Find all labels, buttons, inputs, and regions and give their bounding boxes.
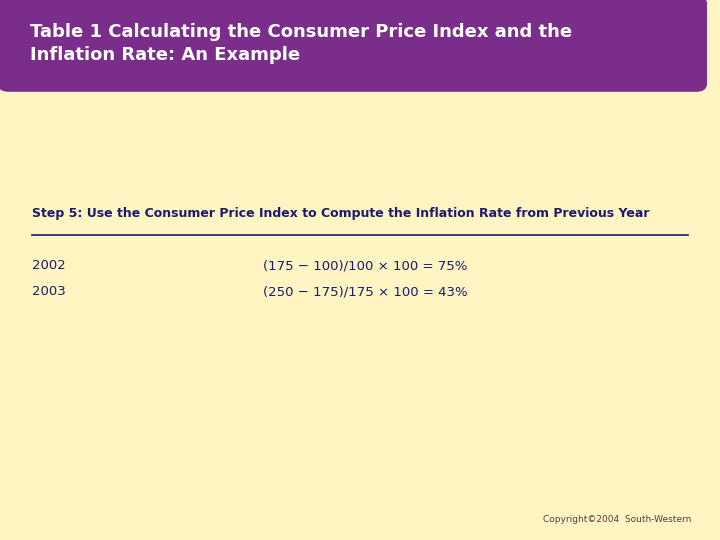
Text: (250 − 175)/175 × 100 = 43%: (250 − 175)/175 × 100 = 43%: [263, 285, 467, 298]
Text: Copyright©2004  South-Western: Copyright©2004 South-Western: [543, 515, 691, 524]
Text: Table 1 Calculating the Consumer Price Index and the
Inflation Rate: An Example: Table 1 Calculating the Consumer Price I…: [30, 23, 572, 64]
Text: 2002: 2002: [32, 259, 66, 272]
Text: Step 5: Use the Consumer Price Index to Compute the Inflation Rate from Previous: Step 5: Use the Consumer Price Index to …: [32, 207, 650, 220]
Text: (175 − 100)/100 × 100 = 75%: (175 − 100)/100 × 100 = 75%: [263, 259, 467, 272]
FancyBboxPatch shape: [0, 0, 707, 92]
Text: 2003: 2003: [32, 285, 66, 298]
